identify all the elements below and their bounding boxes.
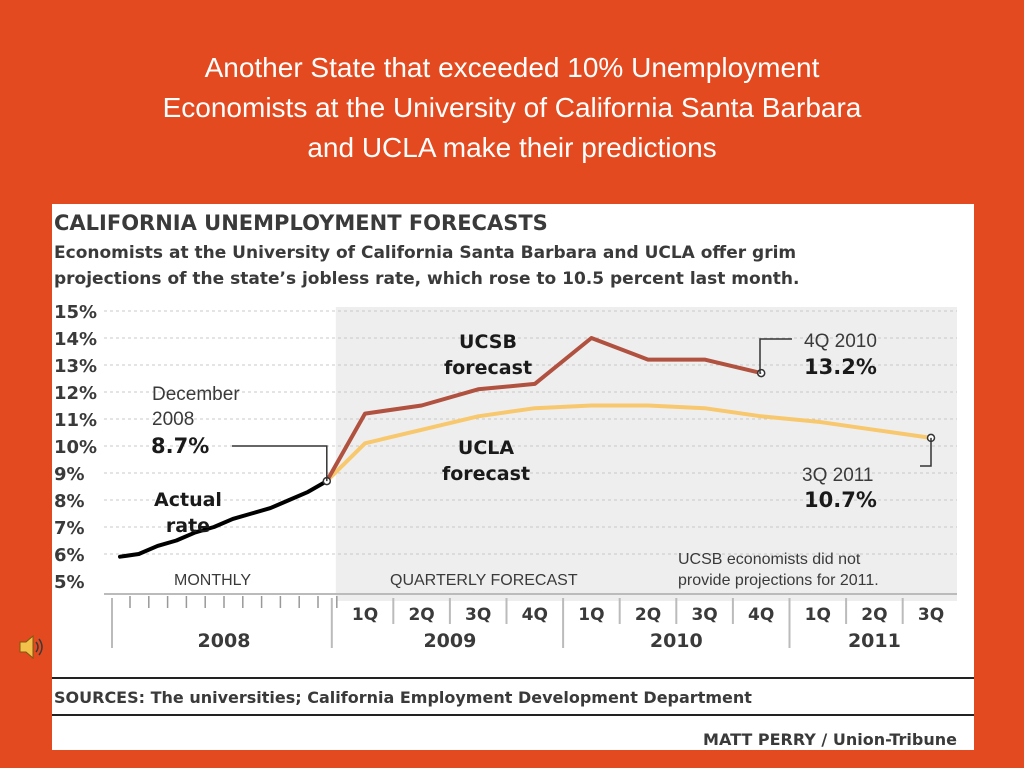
y-tick-label: 8% — [54, 491, 85, 512]
actual-rate-label-line-1: Actual — [154, 489, 222, 511]
year-label: 2010 — [650, 630, 703, 652]
chart-subtitle-line-1: Economists at the University of Californ… — [54, 243, 796, 263]
december-value: 8.7% — [151, 434, 209, 458]
quarter-label: 4Q — [522, 605, 548, 625]
quarter-label: 2Q — [408, 605, 434, 625]
quarter-label: 1Q — [352, 605, 378, 625]
december-label-line-1: December — [152, 384, 240, 405]
q3-2011-label: 3Q 2011 — [802, 465, 873, 486]
slide-title: Another State that exceeded 10% Unemploy… — [0, 48, 1024, 168]
chart-panel: CALIFORNIA UNEMPLOYMENT FORECASTS Econom… — [52, 204, 974, 750]
chart-title: CALIFORNIA UNEMPLOYMENT FORECASTS — [54, 211, 548, 235]
slide-title-line-1: Another State that exceeded 10% Unemploy… — [204, 52, 820, 83]
chart-sources: SOURCES: The universities; California Em… — [54, 688, 752, 707]
quarter-label: 2Q — [635, 605, 661, 625]
december-label-line-2: 2008 — [152, 409, 194, 430]
y-tick-label: 5% — [54, 572, 85, 593]
actual-rate-line — [118, 479, 329, 559]
q4-2010-label: 4Q 2010 — [804, 331, 877, 352]
period-label-quarterly: QUARTERLY FORECAST — [390, 572, 578, 589]
december-leader-line — [232, 445, 328, 482]
y-tick-label: 15% — [54, 302, 97, 323]
ucla-forecast-label-line-2: forecast — [442, 463, 530, 485]
q3-2011-value: 10.7% — [804, 488, 877, 512]
year-label: 2011 — [848, 630, 901, 652]
unemployment-chart: CALIFORNIA UNEMPLOYMENT FORECASTS Econom… — [52, 211, 974, 749]
period-label-monthly: MONTHLY — [174, 572, 251, 589]
y-tick-label: 10% — [54, 437, 97, 458]
y-tick-label: 9% — [54, 464, 85, 485]
ucsb-forecast-line — [324, 336, 764, 484]
year-label: 2009 — [423, 630, 476, 652]
quarter-label: 3Q — [691, 605, 717, 625]
y-tick-label: 14% — [54, 329, 97, 350]
chart-subtitle-line-2: projections of the state’s jobless rate,… — [54, 269, 800, 289]
y-tick-label: 6% — [54, 545, 85, 566]
actual-rate-label-line-2: rate — [166, 515, 210, 537]
quarter-label: 4Q — [748, 605, 774, 625]
q3-2011-leader-line — [920, 437, 932, 467]
q4-2010-leader-line — [759, 338, 792, 374]
slide-title-line-2: Economists at the University of Californ… — [162, 92, 862, 123]
ucla-forecast-label-line-1: UCLA — [458, 437, 514, 459]
forecast-shading — [335, 307, 957, 601]
y-tick-label: 12% — [54, 383, 97, 404]
y-tick-label: 13% — [54, 356, 97, 377]
year-label: 2008 — [198, 630, 251, 652]
quarter-label: 3Q — [918, 605, 944, 625]
y-tick-label: 7% — [54, 518, 85, 539]
y-tick-label: 11% — [54, 410, 97, 431]
ucla-forecast-line — [324, 403, 933, 484]
note-line-2: provide projections for 2011. — [678, 572, 879, 589]
slide-title-line-3: and UCLA make their predictions — [307, 132, 717, 163]
q4-2010-value: 13.2% — [804, 355, 877, 379]
note-line-1: UCSB economists did not — [678, 551, 861, 568]
quarter-label: 1Q — [578, 605, 604, 625]
quarter-label: 2Q — [861, 605, 887, 625]
ucsb-forecast-label-line-1: UCSB — [459, 331, 517, 353]
speaker-icon[interactable] — [14, 630, 48, 664]
quarter-label: 1Q — [805, 605, 831, 625]
ucsb-forecast-label-line-2: forecast — [444, 357, 532, 379]
chart-credit: MATT PERRY / Union-Tribune — [703, 730, 957, 749]
quarter-label: 3Q — [465, 605, 491, 625]
